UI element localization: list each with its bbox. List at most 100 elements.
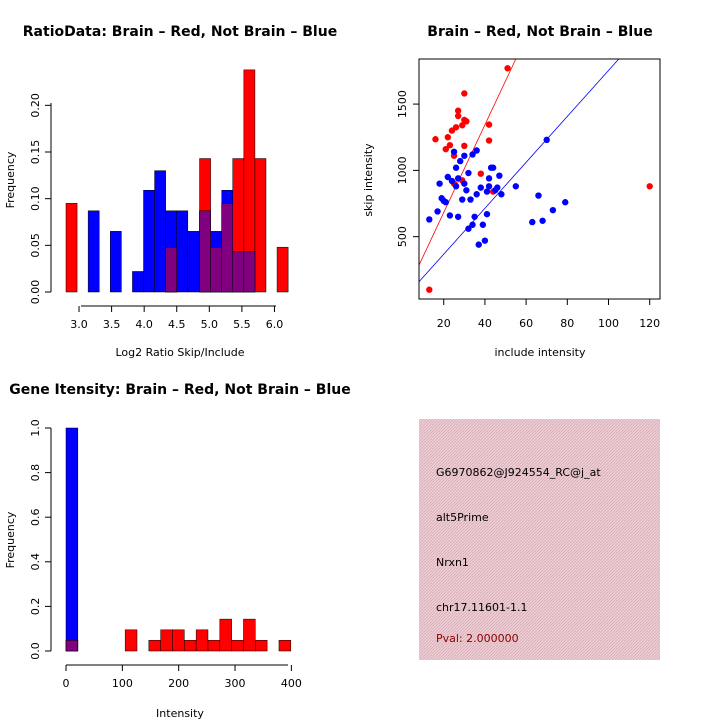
scatter-point-red [485, 121, 493, 128]
scatter-point-blue [479, 221, 487, 228]
ratio-bar-overlap [221, 203, 234, 293]
scatter-point-blue [529, 218, 536, 226]
scatter-point-red [426, 286, 433, 293]
ratio-y-tick-label: 0.05 [29, 233, 42, 257]
scatter-y-tick-label: 500 [396, 226, 409, 247]
scatter-point-red [463, 118, 470, 125]
scatter-point-blue [539, 217, 546, 224]
scatter-point-blue [543, 136, 550, 144]
probe-id: G6970862@J924554_RC@j_at [436, 466, 601, 479]
gene-bar-red [255, 640, 268, 652]
scatter-point-blue [442, 199, 449, 206]
gene-bar-red [278, 640, 292, 652]
gene-bar-red [148, 640, 161, 652]
gene-bar-red [243, 618, 256, 652]
scatter-x-ticks: 20 40 60 80 100 120 [437, 299, 660, 330]
ratio-histogram-bars [65, 69, 289, 293]
scatter-point-blue [471, 213, 478, 220]
scatter-y-tick-label: 1000 [396, 156, 409, 184]
gene-x-tick-label: 400 [281, 677, 302, 690]
info-panel: G6970862@J924554_RC@j_at alt5Prime Nrxn1… [419, 419, 660, 660]
gene-x-tick-label: 200 [168, 677, 189, 690]
scatter-point-blue [475, 241, 482, 248]
gene-bar-red [184, 640, 197, 652]
scatter-point-blue [535, 192, 542, 199]
scatter-point-red [477, 170, 484, 177]
gene-bar-red [231, 640, 244, 652]
gene-x-label: Intensity [156, 707, 204, 720]
ratio-x-tick-label: 3.0 [70, 318, 88, 331]
scatter-y-ticks: 500 1000 1500 [396, 90, 419, 247]
scatter-point-red [444, 134, 452, 141]
scatter-point-red [461, 142, 468, 150]
scatter-point-blue [454, 175, 462, 182]
scatter-title: Brain – Red, Not Brain – Blue [427, 24, 652, 40]
ratio-x-tick-label: 4.5 [168, 318, 186, 331]
scatter-point-blue [465, 169, 472, 177]
scatter-point-blue [452, 183, 460, 190]
ratio-x-tick-label: 5.5 [233, 318, 251, 331]
scatter-fit-lines [418, 58, 620, 283]
scatter-y-tick-label: 1500 [396, 90, 409, 118]
ratio-bar-red [65, 203, 78, 293]
scatter-point-blue [444, 173, 452, 181]
scatter-point-red [452, 124, 460, 131]
scatter-point-blue [485, 183, 493, 190]
ratio-x-tick-label: 3.5 [103, 318, 121, 331]
scatter-point-blue [459, 196, 466, 203]
gene-x-tick-label: 300 [225, 677, 246, 690]
scatter-point-blue [446, 212, 454, 219]
gene-y-tick-label: 0.4 [29, 553, 42, 571]
scatter-frame [418, 58, 661, 300]
scatter-point-red [454, 107, 462, 114]
gene-x-tick-label: 0 [63, 677, 70, 690]
intensity-scatter: Brain – Red, Not Brain – Blue 20 40 60 80 10… [362, 24, 661, 359]
scatter-point-red [459, 122, 466, 129]
ratio-bar-blue [110, 231, 122, 293]
scatter-point-blue [473, 147, 480, 154]
gene-bar-red [160, 629, 173, 652]
scatter-point-blue [562, 199, 569, 206]
scatter-point-blue [494, 184, 501, 191]
scatter-point-red [442, 145, 449, 153]
scatter-point-red [646, 183, 653, 190]
p-value: Pval: 2.000000 [436, 632, 519, 645]
gene-y-tick-label: 0.8 [29, 464, 42, 482]
scatter-point-blue [483, 188, 491, 195]
ratio-x-tick-label: 6.0 [266, 318, 284, 331]
scatter-point-red [454, 112, 462, 120]
ratio-x-label: Log2 Ratio Skip/Include [115, 346, 244, 359]
scatter-x-tick-label: 100 [598, 317, 619, 330]
scatter-point-blue [477, 184, 484, 191]
scatter-point-blue [461, 180, 468, 187]
ratio-bar-blue [176, 210, 189, 293]
gene-bar-red [172, 629, 185, 652]
scatter-point-blue [436, 180, 443, 187]
scatter-point-blue [454, 213, 462, 220]
scatter-point-blue [467, 196, 474, 203]
scatter-point-blue [481, 237, 489, 244]
ratio-x-tick-label: 5.0 [201, 318, 219, 331]
ratio-y-tick-label: 0.15 [29, 140, 42, 165]
ratio-y-tick-label: 0.20 [29, 93, 42, 118]
scatter-point-blue [512, 183, 520, 190]
ratio-bar-blue [132, 271, 144, 293]
scatter-point-red [446, 141, 454, 149]
ratio-y-label: Frequency [4, 151, 17, 208]
ratio-bar-blue [143, 190, 155, 293]
scatter-point-blue [461, 152, 468, 159]
gene-bar-blue [65, 427, 79, 652]
gene-y-tick-label: 0.6 [29, 508, 42, 526]
gene-y-tick-label: 0.0 [29, 642, 42, 660]
gene-name: Nrxn1 [436, 556, 469, 569]
gene-histogram-bars [65, 427, 292, 652]
scatter-point-blue [549, 206, 557, 214]
event-type: alt5Prime [436, 511, 489, 524]
ratio-bar-overlap [232, 251, 245, 293]
ratio-bar-overlap [210, 246, 222, 293]
ratio-bar-blue [187, 231, 200, 293]
gene-x-ticks: 0 100 200 300 400 [63, 665, 302, 690]
gene-bar-red [195, 629, 209, 652]
scatter-point-blue [463, 187, 470, 194]
